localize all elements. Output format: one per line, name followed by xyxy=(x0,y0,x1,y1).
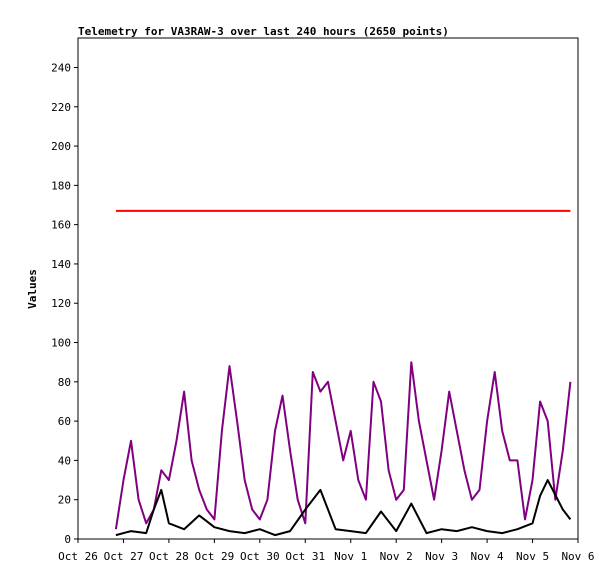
series-line-2 xyxy=(114,361,572,530)
x-tick-label: Oct 29 xyxy=(194,550,234,563)
y-tick-label: 60 xyxy=(58,415,71,428)
x-tick-label: Oct 28 xyxy=(149,550,189,563)
y-tick-label: 40 xyxy=(58,454,71,467)
y-tick-label: 0 xyxy=(64,533,71,546)
series-layer xyxy=(114,209,572,537)
chart-title: Telemetry for VA3RAW-3 over last 240 hou… xyxy=(78,25,449,38)
x-tick-label: Nov 6 xyxy=(561,550,594,563)
y-tick-label: 200 xyxy=(51,140,71,153)
y-axis: 0 20 40 60 80 100 120 140 160 180 200 220 240 xyxy=(51,61,78,546)
y-tick-label: 180 xyxy=(51,179,71,192)
series-line-3 xyxy=(115,479,572,537)
x-tick-label: Oct 30 xyxy=(240,550,280,563)
y-tick-label: 160 xyxy=(51,219,71,232)
y-tick-label: 120 xyxy=(51,297,71,310)
y-tick-label: 240 xyxy=(51,61,71,74)
x-axis: Oct 26 Oct 27 Oct 28 Oct 29 Oct 30 Oct 31 Nov … xyxy=(58,539,595,563)
x-tick-label: Nov 2 xyxy=(380,550,413,563)
y-tick-label: 80 xyxy=(58,376,71,389)
x-tick-label: Oct 26 xyxy=(58,550,98,563)
y-tick-label: 20 xyxy=(58,494,71,507)
plot-frame xyxy=(77,37,579,540)
y-axis-label: Values xyxy=(26,269,39,309)
x-tick-label: Nov 4 xyxy=(471,550,504,563)
y-tick-label: 100 xyxy=(51,337,71,350)
y-tick-label: 220 xyxy=(51,101,71,114)
x-tick-label: Nov 1 xyxy=(334,550,367,563)
x-tick-label: Nov 3 xyxy=(425,550,458,563)
x-tick-label: Oct 31 xyxy=(285,550,325,563)
x-tick-label: Oct 27 xyxy=(104,550,144,563)
x-tick-label: Nov 5 xyxy=(516,550,549,563)
y-tick-label: 140 xyxy=(51,258,71,271)
